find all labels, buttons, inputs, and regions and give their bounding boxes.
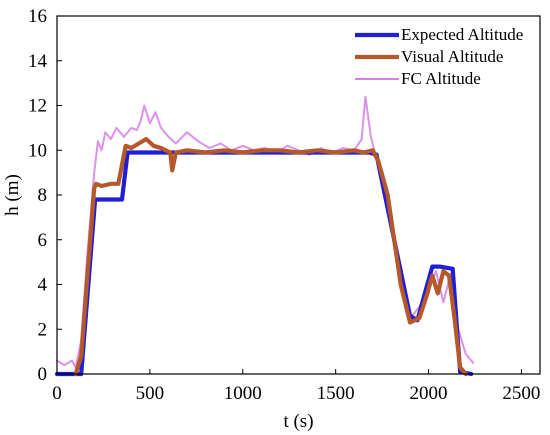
y-tick-label: 12 [28,96,47,117]
x-tick-label: 1000 [224,383,262,404]
y-tick-label: 16 [28,6,47,27]
series-line-fc-altitude [56,95,475,369]
x-tick-label: 500 [136,383,165,404]
y-tick-label: 10 [28,140,47,161]
y-tick-label: 0 [38,364,48,385]
x-tick-label: 0 [52,383,62,404]
ticks-layer: 0 500 1000 1500 2000 2500 0 2 4 6 8 10 12 14 16 [28,6,540,404]
x-tick-label: 2000 [410,383,448,404]
x-tick-label: 1500 [317,383,355,404]
legend: Expected Altitude Visual Altitude FC Altit… [355,25,523,88]
series-layer [54,95,475,377]
y-tick-label: 8 [38,185,48,206]
x-tick-label: 2500 [502,383,540,404]
x-axis-label: t (s) [283,411,313,432]
legend-label: FC Altitude [401,69,481,88]
y-tick-label: 14 [28,51,48,72]
y-tick-label: 2 [38,319,48,340]
legend-label: Visual Altitude [401,47,503,66]
y-axis-label: h (m) [2,174,23,216]
series-line-visual-altitude [73,137,468,377]
series-line-expected-altitude [54,150,474,377]
y-tick-label: 6 [38,230,48,251]
y-tick-label: 4 [38,275,48,296]
legend-label: Expected Altitude [401,25,523,44]
